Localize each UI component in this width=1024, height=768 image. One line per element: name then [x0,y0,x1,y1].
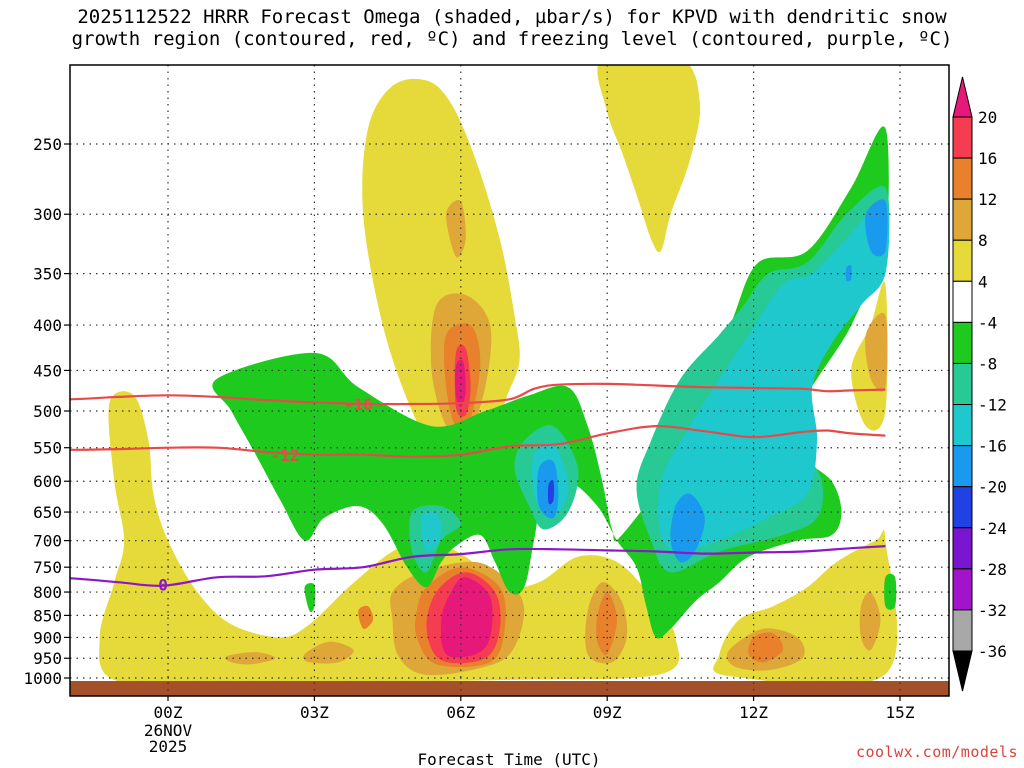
colorbar-bottom-arrow [952,650,973,692]
site-watermark[interactable]: coolwx.com/models [855,743,1018,761]
colorbar-label-neg36: -36 [978,642,1007,661]
contour-label--16: -16 [344,395,373,414]
omega-region-neg12-31 [421,510,442,552]
colorbar-label-16: 16 [978,149,997,168]
omega-region-12-18 [358,605,374,630]
colorbar-label-4: 4 [978,272,988,291]
colorbar-label-neg32: -32 [978,601,1007,620]
omega-region-neg4-24 [304,583,316,613]
colorbar-label-neg28: -28 [978,560,1007,579]
omega-region-8-12 [865,312,888,392]
y-tick-label-400: 400 [33,316,62,335]
omega-region-neg16-32 [670,493,705,563]
chart-title: 2025112522 HRRR Forecast Omega (shaded, … [71,6,953,50]
omega-region-8-10 [303,641,354,664]
y-tick-label-850: 850 [33,606,62,625]
colorbar-segment-8 [952,445,973,488]
colorbar-label-neg12: -12 [978,396,1007,415]
colorbar-segment-3 [952,239,973,282]
y-tick-label-350: 350 [33,265,62,284]
x-tick-label-00Z: 00Z [154,703,183,722]
colorbar-segment-9 [952,486,973,529]
colorbar-segment-4 [952,280,973,323]
contour-label-0: 0 [158,576,168,595]
plot-frame [69,64,950,697]
colorbar-label-neg16: -16 [978,437,1007,456]
colorbar-label-12: 12 [978,190,997,209]
omega-region-20-22 [455,359,466,408]
colorbar-segment-12 [952,609,973,652]
colorbar-top-arrow [952,76,973,118]
omega-region-8-11 [225,652,276,665]
x-tick-label-06Z: 06Z [446,703,475,722]
colorbar-segment-11 [952,568,973,611]
y-tick-label-250: 250 [33,135,62,154]
colorbar-segment-7 [952,404,973,447]
y-tick-label-300: 300 [33,205,62,224]
y-tick-label-950: 950 [33,649,62,668]
colorbar-segment-5 [952,321,973,364]
colorbar-label-neg8: -8 [978,354,997,373]
y-tick-label-700: 700 [33,532,62,551]
colorbar-segment-6 [952,362,973,406]
y-tick-label-750: 750 [33,558,62,577]
omega-region-neg20-36 [548,480,555,505]
colorbar-label-8: 8 [978,231,988,250]
y-tick-label-550: 550 [33,439,62,458]
x-axis-label: Forecast Time (UTC) [417,750,600,768]
contour-label--12: -12 [271,446,300,465]
omega-region-12-16 [596,591,617,655]
omega-region-neg16-35 [845,265,852,282]
colorbar-label-neg4: -4 [978,313,997,332]
omega-region-12-17 [748,632,784,663]
omega-region-neg12-29 [658,200,890,552]
colorbar-label-neg24: -24 [978,519,1007,538]
x-tick-label-12Z: 12Z [739,703,768,722]
omega-region-8-13 [859,591,881,651]
colorbar-segment-10 [952,527,973,570]
omega-region-neg16-33 [537,459,559,519]
x-tick-label-15Z: 15Z [886,703,915,722]
y-tick-label-500: 500 [33,402,62,421]
omega-region-4-2 [99,391,680,684]
omega-region-4-1 [597,65,701,253]
ground-surface [70,681,949,696]
colorbar-label-20: 20 [978,108,997,127]
colorbar-label-neg20: -20 [978,478,1007,497]
contour-line-dgz-neg12 [70,424,886,458]
colorbar-segment-0 [952,116,973,159]
y-tick-label-650: 650 [33,503,62,522]
y-tick-label-1000: 1000 [23,669,62,688]
x-tick-label-03Z: 03Z [300,703,329,722]
x-tick-date-00Z: 26NOV [144,721,193,740]
colorbar-segment-1 [952,157,973,200]
contour-line-dgz-neg16 [70,382,886,406]
y-tick-label-900: 900 [33,628,62,647]
y-tick-label-450: 450 [33,361,62,380]
x-tick-year-00Z: 2025 [149,737,188,756]
y-tick-label-600: 600 [33,472,62,491]
y-tick-label-800: 800 [33,583,62,602]
x-tick-label-09Z: 09Z [593,703,622,722]
contour-line-freezing-level [70,545,886,587]
colorbar-segment-2 [952,198,973,241]
